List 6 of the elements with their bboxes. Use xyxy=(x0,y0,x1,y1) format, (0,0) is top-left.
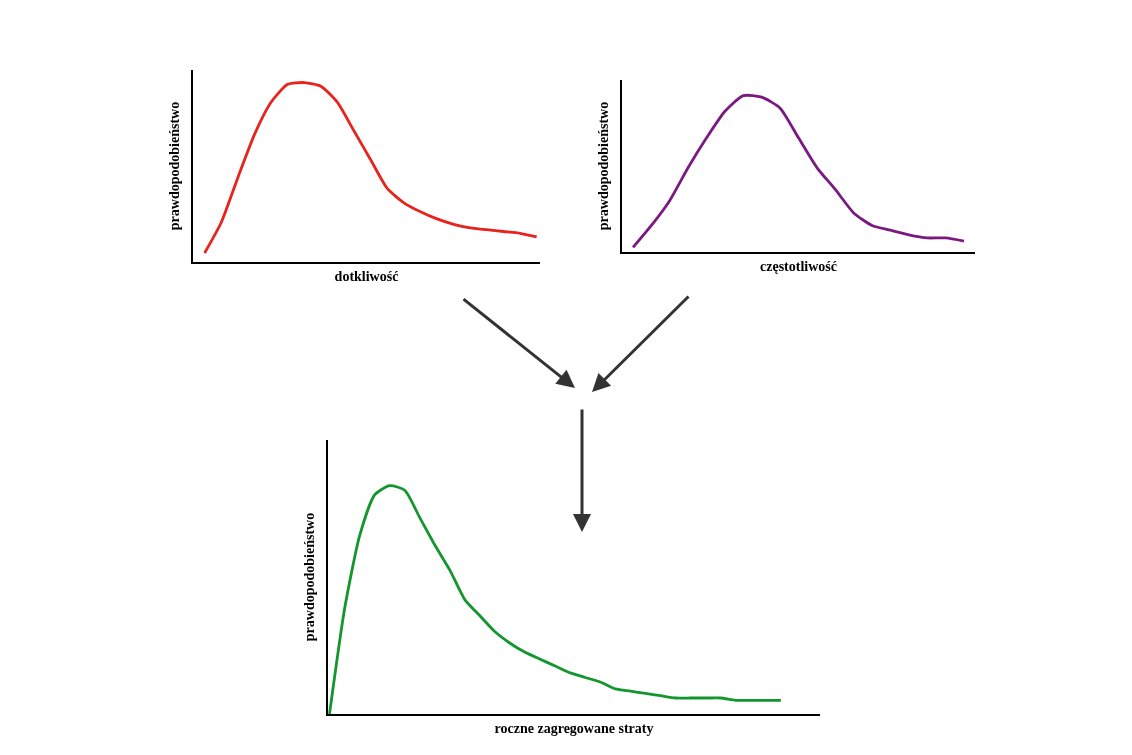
y-axis-title: prawdopodobieństwo xyxy=(302,512,318,642)
y-axis-title: prawdopodobieństwo xyxy=(167,101,183,231)
x-axis-title: częstotliwość xyxy=(760,258,837,274)
x-axis-title: roczne zagregowane straty xyxy=(494,720,654,736)
x-axis-title: dotkliwość xyxy=(334,268,399,284)
y-axis-title: prawdopodobieństwo xyxy=(596,101,612,231)
